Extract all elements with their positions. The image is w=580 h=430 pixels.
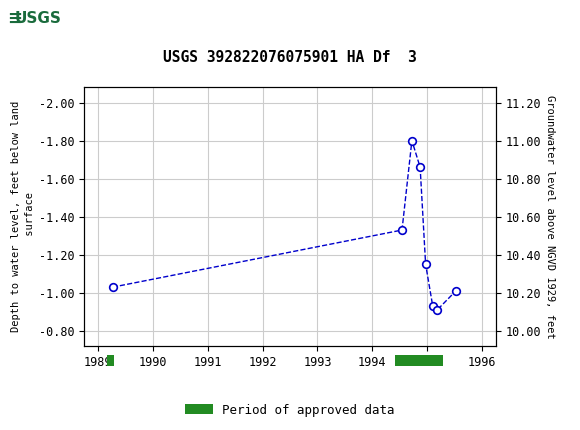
Legend: Period of approved data: Period of approved data	[180, 399, 400, 421]
FancyBboxPatch shape	[6, 3, 64, 35]
Y-axis label: Groundwater level above NGVD 1929, feet: Groundwater level above NGVD 1929, feet	[545, 95, 556, 338]
Text: ≡: ≡	[8, 10, 23, 28]
Text: USGS: USGS	[14, 12, 61, 26]
FancyBboxPatch shape	[107, 355, 114, 366]
FancyBboxPatch shape	[396, 355, 443, 366]
Text: USGS 392822076075901 HA Df  3: USGS 392822076075901 HA Df 3	[163, 50, 417, 65]
Y-axis label: Depth to water level, feet below land
 surface: Depth to water level, feet below land su…	[12, 101, 35, 332]
